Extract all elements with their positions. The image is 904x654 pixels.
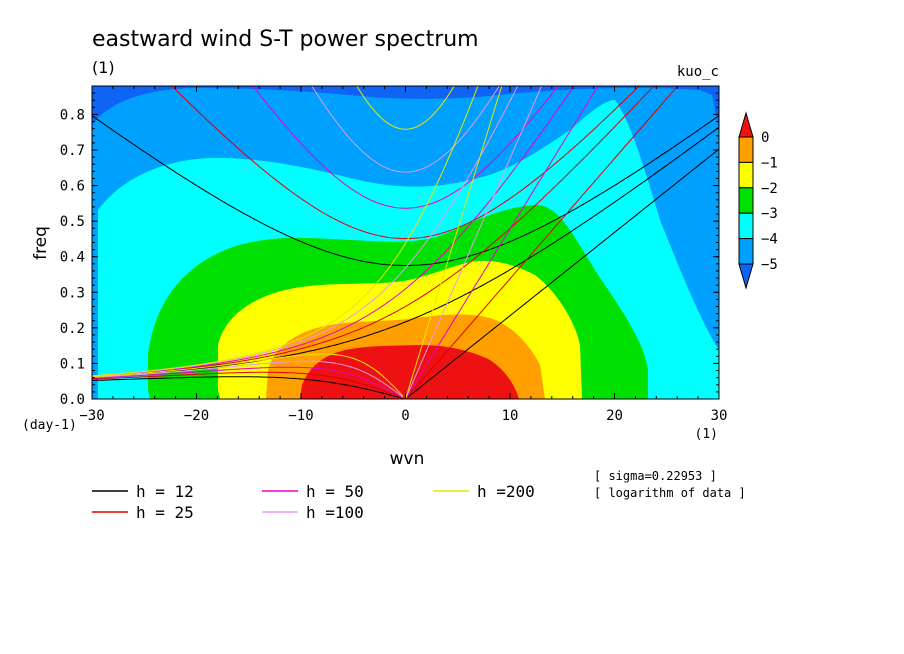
colorbar-tick-label: −2 — [761, 181, 778, 197]
legend-label: h =200 — [477, 482, 535, 501]
y-tick-label: 0.4 — [60, 250, 85, 266]
colorbar-arrow-bottom — [738, 263, 754, 290]
x-tick-label: 30 — [711, 408, 728, 424]
legend-label: h =100 — [306, 503, 364, 522]
colorbar-tick-label: −5 — [761, 257, 778, 273]
rossby-curve — [92, 353, 404, 397]
legend-label: h = 50 — [306, 482, 364, 501]
colorbar: 0 −1 −2 −3 −4 −5 — [738, 111, 778, 290]
legend-label: h = 12 — [136, 482, 194, 501]
ig-curve — [252, 86, 559, 209]
y-tick-label: 0.7 — [60, 143, 85, 159]
y-axis-label: freq — [31, 226, 51, 260]
x-tick-label: −30 — [79, 408, 104, 424]
mrg-curve — [92, 86, 479, 377]
y-tick-label: 0.1 — [60, 356, 85, 372]
ig-curve — [356, 86, 455, 130]
axes: −30 −20 −10 0 10 20 30 0.0 0.1 0.2 0.3 0.4 0.5 0.6 0.7… — [60, 86, 728, 424]
colorbar-segment — [738, 161, 754, 189]
colorbar-segment — [738, 187, 754, 214]
colorbar-segment — [738, 238, 754, 265]
y-tick-label: 0.8 — [60, 107, 85, 123]
chart-subtitle-right: kuo_c — [677, 64, 719, 80]
x-units-label: (1) — [695, 427, 718, 442]
ig-curve — [311, 86, 500, 173]
rossby-curve — [92, 360, 404, 398]
legend: h = 12 h = 25 h = 50 h =100 h =200 — [92, 482, 535, 522]
mrg-curve — [92, 86, 655, 378]
x-tick-label: 20 — [606, 408, 623, 424]
kelvin-curve — [405, 86, 679, 399]
x-tick-label: 0 — [401, 408, 409, 424]
x-tick-label: 10 — [502, 408, 519, 424]
legend-label: h = 25 — [136, 503, 194, 522]
ig-curve — [92, 115, 719, 266]
colorbar-segment — [738, 212, 754, 240]
x-tick-label: −10 — [288, 408, 313, 424]
kelvin-curve — [405, 86, 599, 399]
colorbar-tick-label: −1 — [761, 155, 778, 171]
annotation-logarithm: [ logarithm of data ] — [594, 486, 746, 500]
plot-area — [92, 86, 719, 399]
mrg-curve — [92, 86, 519, 377]
y-tick-label: 0.2 — [60, 321, 85, 337]
kelvin-curve — [405, 86, 543, 399]
colorbar-tick-label: −4 — [761, 232, 778, 248]
mrg-curve — [92, 86, 575, 377]
y-tick-label: 0.5 — [60, 214, 85, 230]
colorbar-tick-label: −3 — [761, 206, 778, 222]
colorbar-segment — [738, 136, 754, 163]
y-tick-label: 0.0 — [60, 392, 85, 408]
chart-title: eastward wind S-T power spectrum — [92, 27, 479, 52]
y-units-label: (day-1) — [22, 418, 77, 433]
y-tick-label: 0.3 — [60, 285, 85, 301]
mrg-curve — [92, 126, 719, 378]
x-tick-label: −20 — [184, 408, 209, 424]
kelvin-curve — [405, 148, 719, 399]
ig-curve — [171, 86, 640, 240]
colorbar-arrow-top — [738, 111, 754, 138]
colorbar-tick-label: 0 — [761, 130, 769, 146]
y-tick-label: 0.6 — [60, 179, 85, 195]
rossby-curve — [92, 366, 404, 399]
rossby-curve — [92, 376, 404, 399]
kelvin-curve — [405, 86, 503, 399]
annotation-sigma: [ sigma=0.22953 ] — [594, 469, 717, 483]
title-units: (1) — [92, 58, 115, 77]
rossby-curve — [92, 371, 404, 399]
dispersion-curves — [92, 86, 719, 399]
x-axis-label: wvn — [390, 449, 425, 469]
